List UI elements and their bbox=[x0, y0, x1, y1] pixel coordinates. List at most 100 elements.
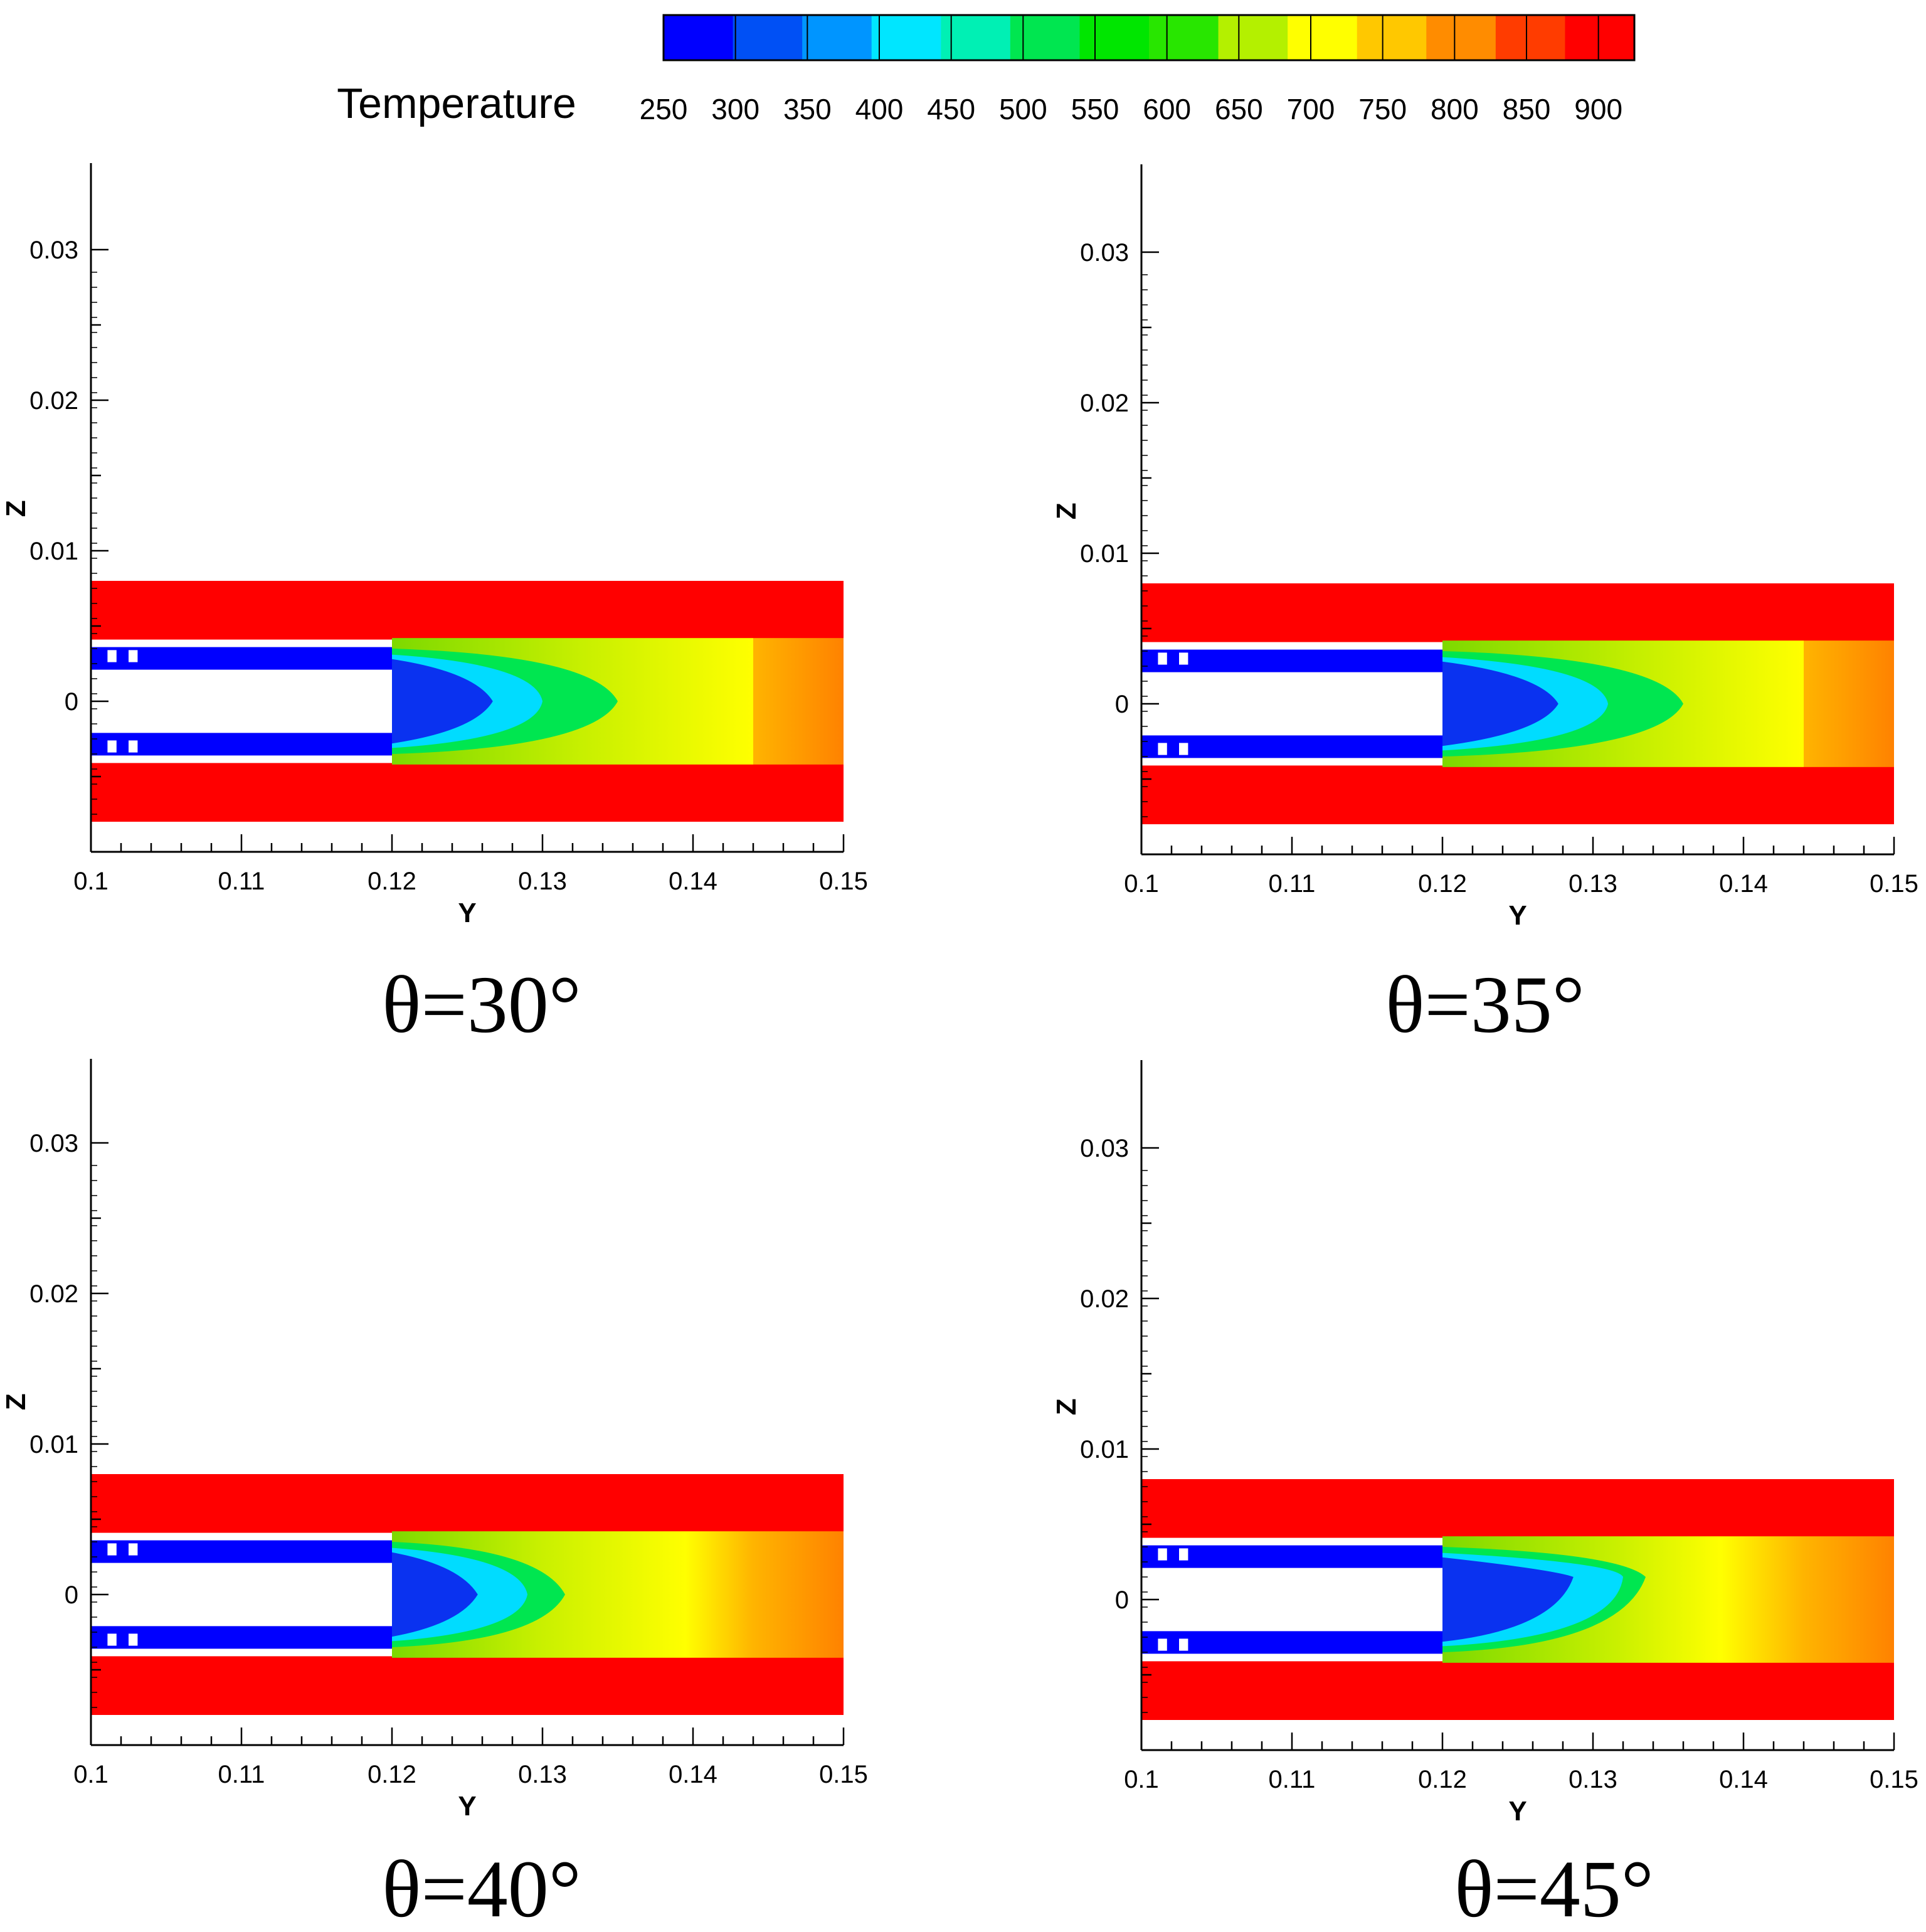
y-tick-label-4: 0.14 bbox=[1719, 870, 1768, 898]
panel-caption: θ=45° bbox=[1454, 1844, 1654, 1932]
injector-wall-upper bbox=[91, 647, 392, 670]
colorbar-tick-label-300: 300 bbox=[711, 93, 759, 125]
z-tick-label-2: 0.02 bbox=[1080, 1285, 1129, 1313]
y-tick-label-4: 0.14 bbox=[669, 868, 717, 895]
colorbar-tick-label-350: 350 bbox=[783, 93, 832, 125]
cold-core bbox=[1442, 661, 1558, 746]
panel-3: 0 0.01 0.02 0.03 0.1 0.11 0.12 0.13 0.14 0.15 Y Zθ=… bbox=[1, 1059, 868, 1932]
colorbar-segment-5 bbox=[1010, 15, 1081, 60]
y-tick-label-2: 0.12 bbox=[368, 1761, 416, 1788]
colorbar-segment-8 bbox=[1218, 15, 1288, 60]
colorbar-tick-label-450: 450 bbox=[927, 93, 975, 125]
z-tick-label-0: 0 bbox=[1115, 691, 1129, 718]
z-tick-label-1: 0.01 bbox=[1080, 1436, 1129, 1463]
z-axis-title: Z bbox=[1051, 1398, 1082, 1415]
z-tick-label-2: 0.02 bbox=[29, 387, 78, 415]
z-tick-label-2: 0.02 bbox=[29, 1280, 78, 1308]
colorbar: 250 300 350 400 450 500 550 600 650 700 750 800 850 9… bbox=[337, 14, 1636, 127]
wall-notch-upper-0 bbox=[107, 1543, 117, 1556]
colorbar-tick-label-250: 250 bbox=[640, 93, 688, 125]
cold-core bbox=[392, 659, 493, 744]
y-tick-label-5: 0.15 bbox=[1870, 1766, 1918, 1793]
panel-1: 0 0.01 0.02 0.03 0.1 0.11 0.12 0.13 0.14 0.15 Y Zθ=… bbox=[1, 163, 868, 1050]
panel-2: 0 0.01 0.02 0.03 0.1 0.11 0.12 0.13 0.14 0.15 Y Zθ=… bbox=[1051, 164, 1918, 1050]
y-tick-label-3: 0.13 bbox=[1569, 1766, 1617, 1793]
wall-notch-upper-0 bbox=[1158, 652, 1167, 665]
y-tick-label-0: 0.1 bbox=[73, 1761, 108, 1788]
colorbar-segment-3 bbox=[871, 15, 941, 60]
injector-wall-lower bbox=[91, 733, 392, 756]
colorbar-tick-label-850: 850 bbox=[1503, 93, 1551, 125]
y-tick-label-1: 0.11 bbox=[218, 1761, 265, 1788]
y-tick-label-3: 0.13 bbox=[518, 1761, 567, 1788]
wall-notch-upper-0 bbox=[107, 650, 117, 662]
wall-notch-upper-1 bbox=[129, 1543, 138, 1556]
z-tick-label-0: 0 bbox=[65, 688, 78, 716]
colorbar-tick-label-800: 800 bbox=[1431, 93, 1479, 125]
z-axis-title: Z bbox=[1, 500, 31, 517]
y-tick-label-4: 0.14 bbox=[1719, 1766, 1768, 1793]
wall-notch-upper-0 bbox=[1158, 1548, 1167, 1561]
wall-notch-lower-0 bbox=[107, 1633, 117, 1646]
wall-notch-upper-1 bbox=[129, 650, 138, 662]
y-axis-title: Y bbox=[458, 1791, 476, 1822]
wall-notch-lower-0 bbox=[1158, 743, 1167, 755]
colorbar-frame bbox=[662, 14, 1636, 61]
y-tick-label-3: 0.13 bbox=[1569, 870, 1617, 898]
panel-caption: θ=35° bbox=[1385, 960, 1585, 1050]
cold-core bbox=[392, 1552, 478, 1637]
z-tick-label-3: 0.03 bbox=[1080, 1135, 1129, 1162]
wall-notch-upper-1 bbox=[1179, 1548, 1188, 1561]
y-tick-label-3: 0.13 bbox=[518, 868, 567, 895]
colorbar-tick-label-550: 550 bbox=[1071, 93, 1119, 125]
y-tick-label-0: 0.1 bbox=[1124, 870, 1159, 898]
z-tick-label-1: 0.01 bbox=[29, 538, 78, 565]
injector-wall-upper bbox=[1141, 1545, 1442, 1568]
colorbar-segment-6 bbox=[1079, 15, 1150, 60]
z-tick-label-3: 0.03 bbox=[29, 1130, 78, 1157]
colorbar-segment-12 bbox=[1495, 15, 1566, 60]
colorbar-segment-9 bbox=[1288, 15, 1358, 60]
y-tick-label-2: 0.12 bbox=[1418, 870, 1467, 898]
colorbar-segment-4 bbox=[941, 15, 1011, 60]
colorbar-segment-11 bbox=[1426, 15, 1496, 60]
z-tick-label-1: 0.01 bbox=[29, 1431, 78, 1458]
y-tick-label-1: 0.11 bbox=[1269, 870, 1316, 898]
injector-wall-upper bbox=[1141, 649, 1442, 672]
wall-notch-lower-1 bbox=[1179, 1638, 1188, 1651]
panel-caption: θ=40° bbox=[382, 1844, 581, 1932]
colorbar-title: Temperature bbox=[337, 80, 576, 127]
colorbar-tick-label-650: 650 bbox=[1215, 93, 1263, 125]
colorbar-tick-label-500: 500 bbox=[999, 93, 1047, 125]
y-tick-label-5: 0.15 bbox=[1870, 870, 1918, 898]
z-tick-label-2: 0.02 bbox=[1080, 390, 1129, 417]
y-tick-label-5: 0.15 bbox=[819, 1761, 868, 1788]
y-tick-label-4: 0.14 bbox=[669, 1761, 717, 1788]
injector-wall-upper bbox=[91, 1540, 392, 1563]
y-tick-label-0: 0.1 bbox=[1124, 1766, 1159, 1793]
wall-notch-upper-1 bbox=[1179, 652, 1188, 665]
colorbar-tick-label-700: 700 bbox=[1287, 93, 1335, 125]
wall-notch-lower-1 bbox=[129, 740, 138, 753]
y-tick-label-1: 0.11 bbox=[218, 868, 265, 895]
colorbar-segment-10 bbox=[1357, 15, 1427, 60]
y-tick-label-2: 0.12 bbox=[368, 868, 416, 895]
y-axis-title: Y bbox=[1508, 1796, 1527, 1827]
z-tick-label-3: 0.03 bbox=[29, 236, 78, 264]
wall-notch-lower-1 bbox=[129, 1633, 138, 1646]
colorbar-segment-7 bbox=[1149, 15, 1219, 60]
z-tick-label-3: 0.03 bbox=[1080, 239, 1129, 267]
colorbar-tick-label-400: 400 bbox=[855, 93, 904, 125]
y-tick-label-1: 0.11 bbox=[1269, 1766, 1316, 1793]
colorbar-segment-13 bbox=[1565, 15, 1635, 60]
colorbar-tick-label-600: 600 bbox=[1143, 93, 1191, 125]
y-tick-label-5: 0.15 bbox=[819, 868, 868, 895]
injector-wall-lower bbox=[1141, 735, 1442, 758]
colorbar-tick-label-900: 900 bbox=[1574, 93, 1622, 125]
y-axis-title: Y bbox=[458, 898, 476, 928]
z-axis-title: Z bbox=[1, 1393, 31, 1410]
z-tick-label-1: 0.01 bbox=[1080, 540, 1129, 568]
cold-core bbox=[1442, 1557, 1574, 1642]
colorbar-segment-0 bbox=[664, 15, 734, 60]
